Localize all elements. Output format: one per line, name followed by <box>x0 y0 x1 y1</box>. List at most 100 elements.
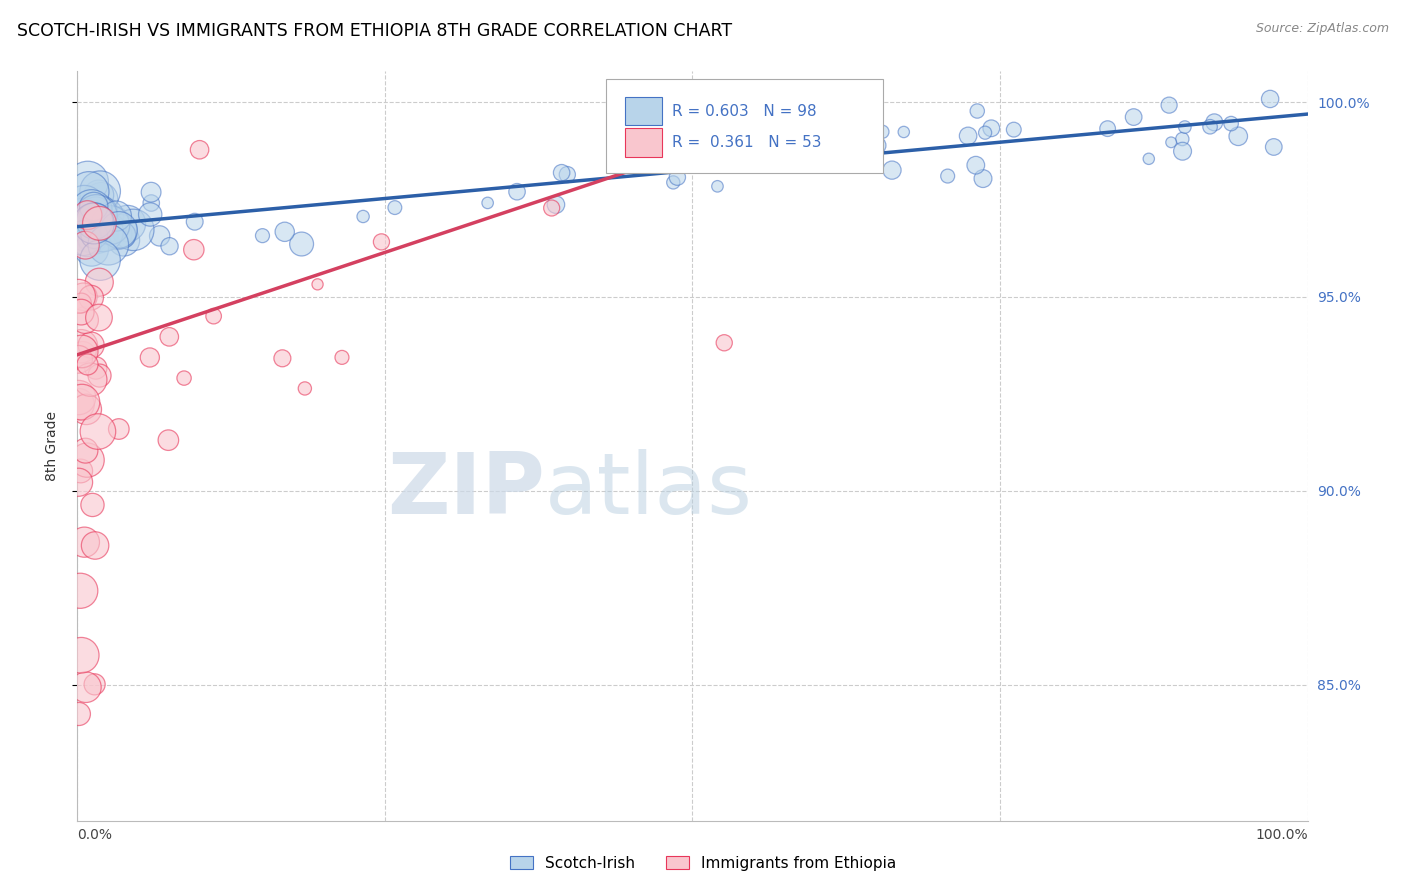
Point <box>67 475 90 490</box>
Point <box>540 201 562 215</box>
Point <box>76 208 98 222</box>
Point <box>105 209 128 223</box>
Point <box>70 648 93 663</box>
Point <box>105 227 128 242</box>
Point <box>84 539 107 553</box>
Point <box>90 192 112 206</box>
Point <box>80 291 103 305</box>
Point <box>89 368 111 383</box>
Point <box>80 218 103 232</box>
Point <box>252 228 274 243</box>
Point <box>108 223 131 237</box>
Point <box>725 155 748 169</box>
Point <box>80 216 103 230</box>
Point <box>75 402 97 417</box>
Point <box>1002 122 1025 136</box>
Point <box>87 204 110 219</box>
Point <box>72 231 94 245</box>
Point <box>352 210 374 224</box>
Point <box>141 196 163 211</box>
Point <box>1174 120 1197 134</box>
Point <box>1204 115 1226 129</box>
Point <box>76 175 98 189</box>
Point <box>94 210 117 224</box>
Point <box>980 121 1002 136</box>
Point <box>384 201 406 215</box>
Point <box>77 185 100 199</box>
Text: 0.0%: 0.0% <box>77 829 112 842</box>
Point <box>139 185 162 199</box>
Point <box>666 170 689 185</box>
Point <box>73 313 96 327</box>
Point <box>69 212 91 227</box>
Point <box>957 128 980 143</box>
Point <box>866 138 889 153</box>
Point <box>111 228 134 243</box>
Point <box>762 143 785 157</box>
Point <box>157 433 180 447</box>
Point <box>974 126 997 140</box>
Point <box>87 425 110 439</box>
Point <box>70 339 93 353</box>
Point <box>89 253 111 268</box>
Point <box>73 535 96 549</box>
Point <box>893 125 915 139</box>
Point <box>84 227 107 241</box>
Point <box>80 338 103 352</box>
Point <box>713 335 735 350</box>
Point <box>506 185 529 199</box>
Point <box>70 305 93 319</box>
Legend: Scotch-Irish, Immigrants from Ethiopia: Scotch-Irish, Immigrants from Ethiopia <box>505 851 901 875</box>
Point <box>79 373 101 387</box>
Text: Source: ZipAtlas.com: Source: ZipAtlas.com <box>1256 22 1389 36</box>
Point <box>1171 145 1194 159</box>
Point <box>851 129 873 144</box>
Point <box>139 351 162 365</box>
Point <box>1122 110 1144 124</box>
Point <box>117 217 139 231</box>
Point <box>1159 98 1181 112</box>
Point <box>70 296 93 310</box>
Point <box>80 231 103 245</box>
Point <box>69 220 91 235</box>
Point <box>706 179 728 194</box>
Point <box>69 211 91 226</box>
Point <box>330 351 353 365</box>
Point <box>83 216 105 230</box>
Point <box>291 237 314 252</box>
Point <box>183 215 205 229</box>
Point <box>75 680 97 694</box>
Point <box>477 195 499 210</box>
Point <box>84 209 107 223</box>
Point <box>783 118 806 132</box>
Point <box>972 171 994 186</box>
Point <box>76 235 98 249</box>
FancyBboxPatch shape <box>624 97 662 125</box>
Point <box>67 289 90 303</box>
Point <box>83 199 105 213</box>
Point <box>139 207 162 221</box>
Text: R =  0.361   N = 53: R = 0.361 N = 53 <box>672 135 821 150</box>
Point <box>1258 92 1281 106</box>
Point <box>89 216 111 230</box>
Point <box>75 443 97 458</box>
Point <box>80 242 103 256</box>
Point <box>122 223 145 237</box>
Point <box>76 208 98 222</box>
Point <box>75 238 97 252</box>
Point <box>98 218 121 232</box>
Point <box>202 309 225 323</box>
Point <box>936 169 959 183</box>
Point <box>86 214 108 228</box>
Text: SCOTCH-IRISH VS IMMIGRANTS FROM ETHIOPIA 8TH GRADE CORRELATION CHART: SCOTCH-IRISH VS IMMIGRANTS FROM ETHIOPIA… <box>17 22 733 40</box>
Point <box>69 583 91 598</box>
Point <box>662 176 685 190</box>
Y-axis label: 8th Grade: 8th Grade <box>45 411 59 481</box>
Point <box>89 275 111 289</box>
FancyBboxPatch shape <box>624 128 662 157</box>
Point <box>188 143 211 157</box>
Point <box>550 166 572 180</box>
Point <box>173 371 195 385</box>
Point <box>87 188 110 202</box>
Point <box>73 198 96 212</box>
